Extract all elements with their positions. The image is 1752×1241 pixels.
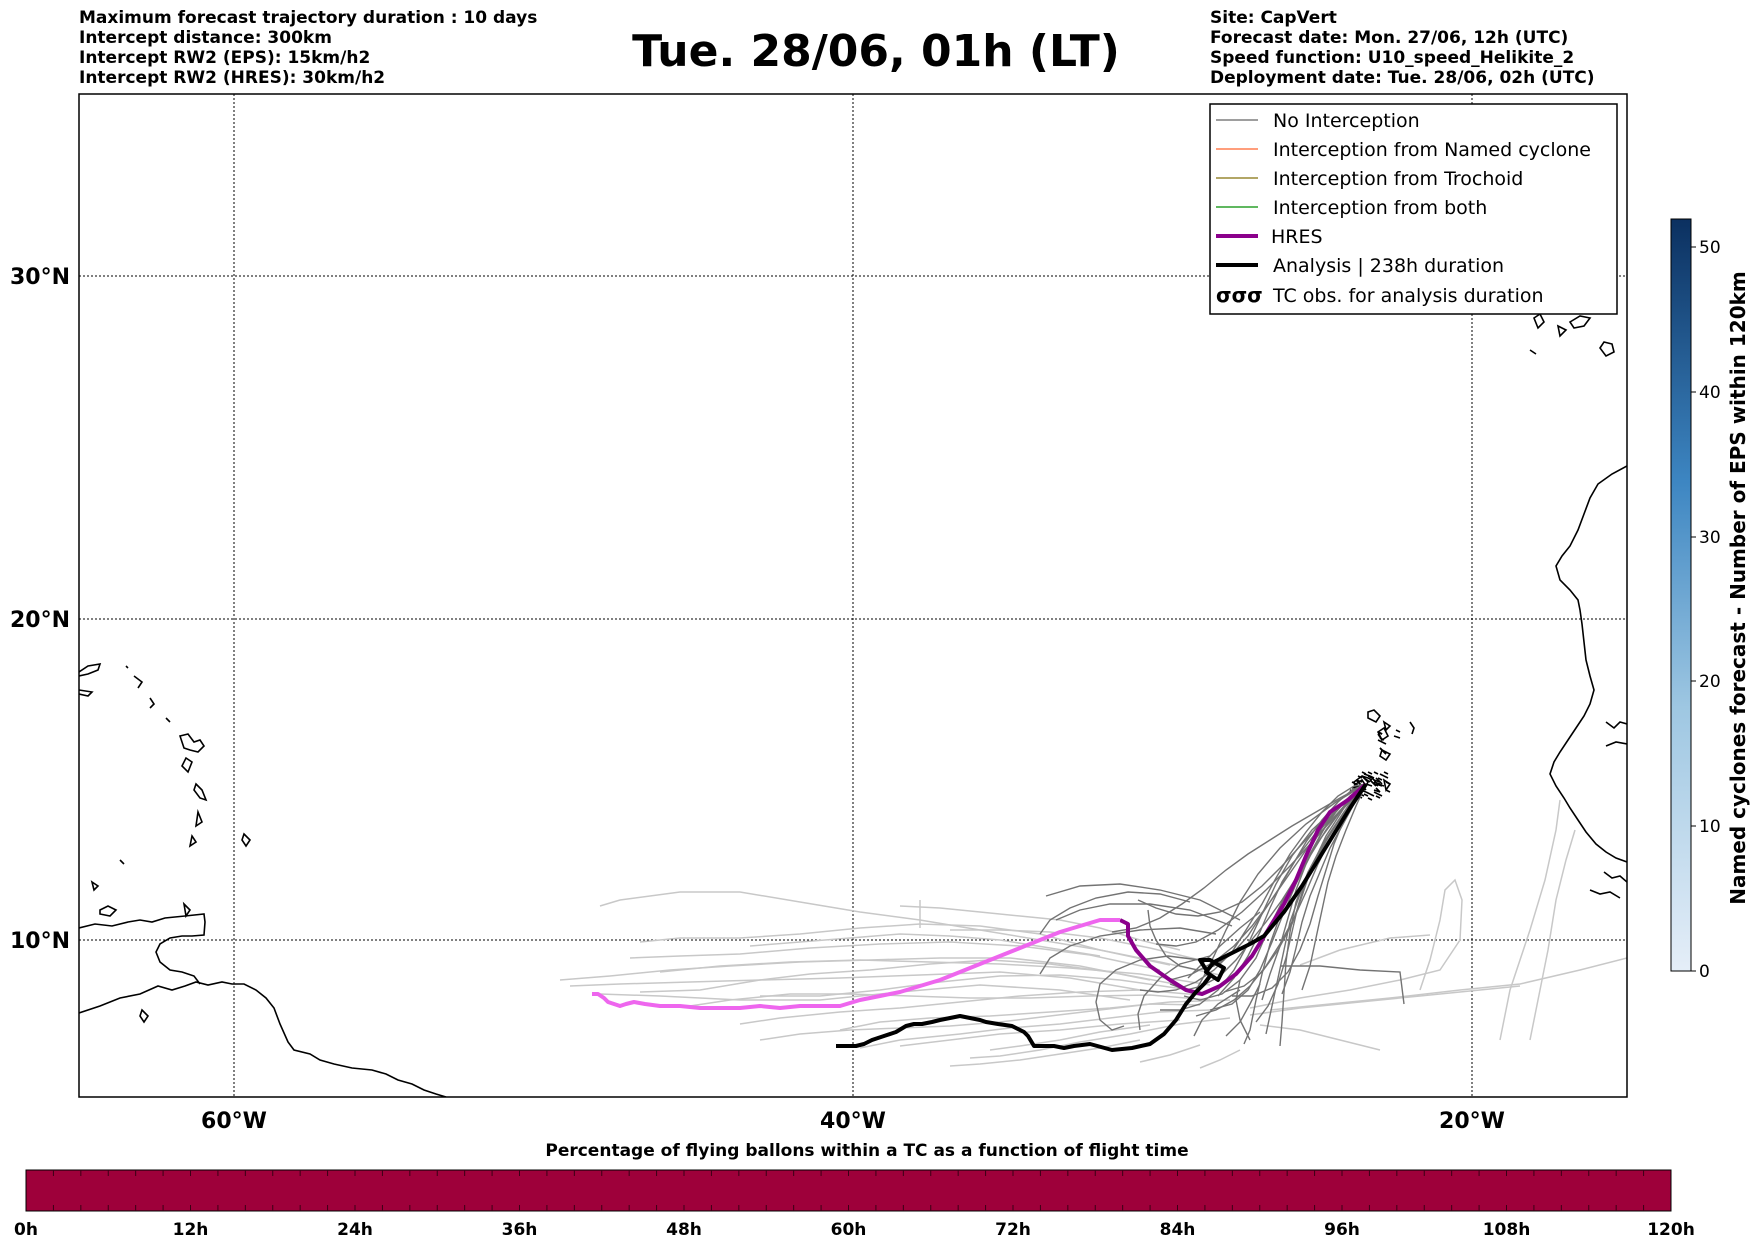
legend-label-tc-obs: TC obs. for analysis duration bbox=[1272, 285, 1544, 307]
header-left-line: Intercept RW2 (EPS): 15km/h2 bbox=[79, 48, 371, 68]
header-right-line: Site: CapVert bbox=[1210, 8, 1337, 28]
header-left-line: Intercept RW2 (HRES): 30km/h2 bbox=[79, 68, 386, 88]
legend-label-trochoid: Interception from Trochoid bbox=[1273, 168, 1523, 190]
header-right-line: Forecast date: Mon. 27/06, 12h (UTC) bbox=[1210, 28, 1569, 48]
colorbar-bottom: Percentage of flying ballons within a TC… bbox=[14, 1141, 1695, 1240]
coastline-south-america bbox=[79, 981, 447, 1097]
colorbar-right-tick-label: 50 bbox=[1699, 238, 1721, 258]
colorbar-bottom-tick-label: 120h bbox=[1647, 1220, 1695, 1240]
legend: No Interception Interception from Named … bbox=[1209, 103, 1618, 315]
lon-label-20w: 20°W bbox=[1439, 1109, 1505, 1134]
map-axis-labels: 30°N 20°N 10°N 60°W 40°W 20°W bbox=[10, 265, 1505, 1134]
colorbar-right-gradient bbox=[1670, 218, 1692, 972]
colorbar-right-tick-label: 0 bbox=[1699, 962, 1710, 982]
colorbar-bottom-tick-label: 12h bbox=[173, 1220, 209, 1240]
header-left-line: Maximum forecast trajectory duration : 1… bbox=[79, 8, 538, 28]
lon-label-60w: 60°W bbox=[201, 1109, 267, 1134]
header-left-line: Intercept distance: 300km bbox=[79, 28, 332, 48]
legend-label-both: Interception from both bbox=[1273, 197, 1487, 219]
lon-label-40w: 40°W bbox=[820, 1109, 886, 1134]
legend-label-analysis: Analysis | 238h duration bbox=[1273, 255, 1504, 277]
colorbar-bottom-tick-label: 36h bbox=[502, 1220, 538, 1240]
colorbar-bottom-tick-label: 24h bbox=[337, 1220, 373, 1240]
island-santo-antao bbox=[1367, 709, 1382, 724]
legend-label-no-interception: No Interception bbox=[1273, 110, 1420, 132]
coastlines bbox=[79, 312, 1627, 1097]
hres-trajectory bbox=[592, 782, 1368, 1010]
legend-label-named-cyclone: Interception from Named cyclone bbox=[1273, 139, 1591, 161]
colorbar-right-tick-label: 40 bbox=[1699, 383, 1721, 403]
colorbar-right: 0 10 20 30 40 50 Named cyclones forecast… bbox=[1670, 218, 1750, 982]
header-right-info: Site: CapVert Forecast date: Mon. 27/06,… bbox=[1210, 8, 1595, 88]
colorbar-right-tick-label: 30 bbox=[1699, 528, 1721, 548]
colorbar-bottom-tick-label: 96h bbox=[1324, 1220, 1360, 1240]
colorbar-bottom-ticks bbox=[52, 1170, 1645, 1211]
legend-label-hres: HRES bbox=[1271, 226, 1323, 248]
colorbar-bottom-tick-label: 48h bbox=[666, 1220, 702, 1240]
colorbar-bottom-title: Percentage of flying ballons within a TC… bbox=[545, 1141, 1188, 1161]
lat-label-30n: 30°N bbox=[10, 265, 70, 290]
cyclone-symbol-icon: σσσ bbox=[1216, 283, 1263, 307]
colorbar-right-title: Named cyclones forecast - Number of EPS … bbox=[1726, 271, 1750, 905]
colorbar-right-ticks bbox=[1691, 246, 1696, 972]
lat-label-20n: 20°N bbox=[10, 608, 70, 633]
colorbar-right-tick-label: 10 bbox=[1699, 817, 1721, 837]
colorbar-bottom-tick-label: 60h bbox=[831, 1220, 867, 1240]
colorbar-bottom-tick-label: 0h bbox=[14, 1220, 38, 1240]
header-left-info: Maximum forecast trajectory duration : 1… bbox=[79, 8, 537, 88]
map-title: Tue. 28/06, 01h (LT) bbox=[632, 26, 1120, 77]
header-right-line: Deployment date: Tue. 28/06, 02h (UTC) bbox=[1210, 68, 1595, 88]
colorbar-bottom-tick-labels: 0h 12h 24h 36h 48h 60h 72h 84h 96h 108h 120h bbox=[14, 1220, 1695, 1240]
legend-box bbox=[1209, 103, 1618, 315]
colorbar-bottom-bar bbox=[25, 1169, 1672, 1212]
analysis-trajectory bbox=[836, 782, 1368, 1052]
colorbar-right-tick-label: 20 bbox=[1699, 672, 1721, 692]
colorbar-bottom-tick-label: 72h bbox=[995, 1220, 1031, 1240]
trajectories-far bbox=[559, 799, 1627, 1069]
map-frame bbox=[78, 93, 1628, 1098]
colorbar-bottom-tick-label: 84h bbox=[1160, 1220, 1196, 1240]
colorbar-bottom-tick-label: 108h bbox=[1483, 1220, 1531, 1240]
coastline-west-africa bbox=[1549, 465, 1627, 863]
lat-label-10n: 10°N bbox=[10, 929, 70, 954]
coastline-venezuela bbox=[79, 913, 206, 985]
header-right-line: Speed function: U10_speed_Helikite_2 bbox=[1210, 48, 1575, 68]
